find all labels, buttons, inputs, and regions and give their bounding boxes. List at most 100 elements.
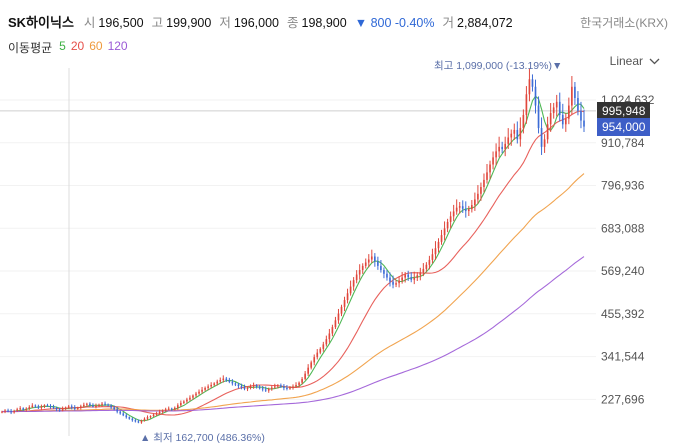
- ma-120-line: [2, 256, 585, 413]
- candle-body: [186, 399, 188, 402]
- candle-body: [331, 327, 334, 334]
- candle-body: [34, 405, 37, 407]
- candle-body: [258, 386, 261, 389]
- candle-body: [455, 207, 458, 212]
- low-label: 저: [219, 16, 231, 30]
- candle-body: [574, 86, 576, 99]
- candle-body: [564, 118, 567, 125]
- candle-body: [173, 407, 176, 410]
- candle-body: [419, 272, 422, 276]
- candle-body: [480, 187, 482, 194]
- candle-body: [189, 397, 191, 400]
- candle-body: [213, 383, 216, 385]
- candle-body: [7, 410, 9, 412]
- moving-average-legend[interactable]: 이동평균 5 20 60 120: [8, 39, 128, 56]
- price-tag: 995,948: [597, 101, 651, 120]
- candle-body: [489, 164, 491, 173]
- candle-body: [67, 406, 70, 408]
- candle-body: [304, 373, 306, 379]
- price-summary: SK하이닉스 시 196,500 고 199,900 저 196,000 종 1…: [8, 12, 521, 31]
- candle-body: [461, 206, 464, 209]
- candle-body: [198, 391, 200, 394]
- ma-60-line: [2, 173, 585, 413]
- candle-body: [568, 105, 570, 119]
- candle-body: [446, 221, 449, 229]
- scale-selector[interactable]: Linear: [610, 54, 660, 68]
- candle-body: [543, 139, 546, 147]
- candle-body: [107, 404, 109, 406]
- candle-body: [428, 259, 431, 265]
- candle-body: [413, 277, 416, 280]
- candle-body: [243, 387, 246, 390]
- candle-body: [416, 275, 419, 278]
- candle-body: [270, 387, 273, 390]
- candle-body: [264, 389, 267, 391]
- candle-body: [83, 404, 85, 407]
- candle-body: [528, 79, 531, 95]
- candle-body: [571, 86, 573, 106]
- candlestick-chart[interactable]: 1,024,632910,784796,936683,088569,240455…: [0, 0, 680, 436]
- stock-name: SK하이닉스: [8, 15, 74, 30]
- candle-body: [116, 409, 119, 412]
- candle-body: [516, 129, 519, 140]
- candle-body: [152, 414, 155, 417]
- candle-body: [374, 256, 376, 262]
- candle-body: [349, 286, 352, 294]
- candle-body: [325, 339, 328, 345]
- candle-body: [219, 380, 222, 382]
- candle-body: [252, 385, 255, 387]
- candle-body: [46, 405, 49, 407]
- candle-body: [510, 133, 513, 138]
- candle-body: [37, 406, 40, 408]
- candle-body: [316, 352, 319, 358]
- candle-body: [452, 211, 455, 217]
- candle-body: [89, 403, 91, 406]
- candle-body: [580, 110, 582, 121]
- candle-body: [261, 388, 264, 390]
- candle-body: [192, 395, 194, 398]
- candle-body: [498, 146, 500, 152]
- candle-body: [467, 209, 470, 212]
- candle-body: [280, 385, 282, 387]
- candle-body: [98, 404, 100, 406]
- candle-body: [225, 378, 228, 381]
- candle-body: [483, 179, 485, 188]
- candle-body: [246, 387, 249, 390]
- candle-body: [176, 405, 179, 408]
- candle-body: [307, 367, 309, 374]
- candle-body: [449, 216, 452, 222]
- chart-header: SK하이닉스 시 196,500 고 199,900 저 196,000 종 1…: [0, 0, 680, 68]
- candle-body: [549, 113, 552, 125]
- candle-body: [401, 277, 403, 281]
- candle-body: [101, 403, 103, 405]
- candle-body: [519, 128, 522, 140]
- candle-body: [486, 172, 488, 180]
- candle-body: [31, 405, 34, 408]
- y-tick-label: 227,696: [601, 392, 645, 406]
- candle-body: [504, 143, 507, 150]
- candle-body: [392, 281, 394, 285]
- candle-body: [13, 410, 15, 413]
- candle-body: [534, 86, 537, 106]
- candle-body: [113, 407, 115, 410]
- candle-body: [477, 193, 479, 200]
- candle-body: [364, 262, 367, 266]
- candle-body: [583, 120, 585, 127]
- candle-body: [52, 407, 55, 409]
- open-price: 196,500: [98, 16, 144, 30]
- candle-body: [552, 107, 555, 114]
- candle-body: [231, 381, 234, 384]
- candle-body: [237, 384, 240, 387]
- open-label: 시: [83, 16, 96, 30]
- candle-body: [146, 417, 149, 419]
- candle-body: [501, 146, 503, 150]
- candle-body: [267, 389, 270, 391]
- candle-body: [255, 385, 258, 387]
- candle-body: [389, 277, 391, 282]
- low-price: 196,000: [233, 16, 280, 30]
- candle-body: [222, 378, 225, 381]
- candle-body: [79, 406, 82, 408]
- candle-body: [73, 407, 76, 409]
- candle-body: [122, 413, 125, 416]
- y-tick-label: 910,784: [601, 136, 645, 150]
